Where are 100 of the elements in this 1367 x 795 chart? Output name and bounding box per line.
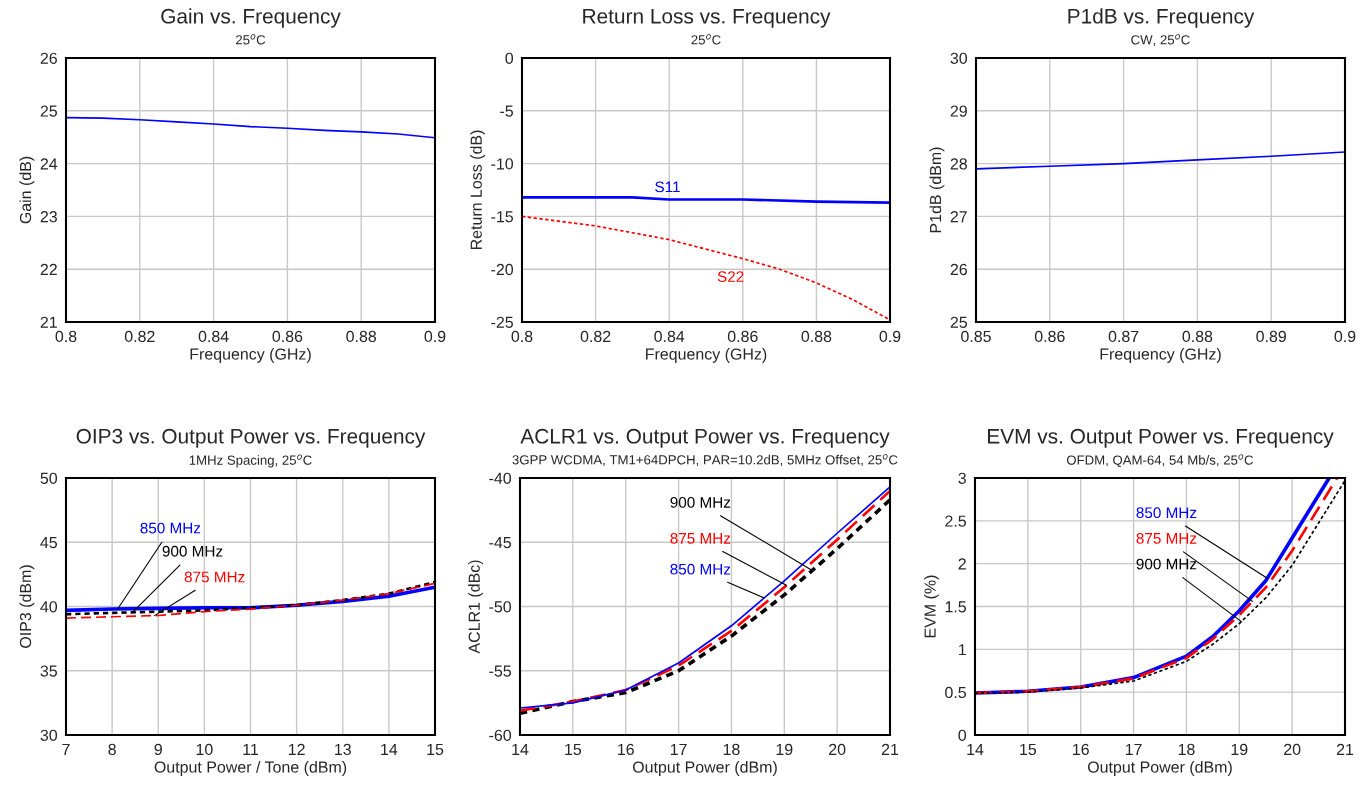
x-tick-label: 17	[1125, 743, 1142, 755]
x-tick-label: 17	[670, 743, 687, 755]
y-tick-label: -55	[489, 665, 511, 677]
y-tick-label: -25	[491, 316, 513, 328]
y-tick-label: -50	[489, 601, 512, 613]
x-tick-label: 21	[881, 743, 899, 755]
x-tick-label: 18	[723, 743, 740, 756]
x-tick-label: 0.84	[198, 330, 229, 343]
x-tick-label: 0.82	[580, 330, 611, 343]
text: 850 MHz	[670, 563, 731, 575]
chart-title: EVM vs. Output Power vs. Frequency	[988, 428, 1334, 448]
x-axis-title: Output Power (dBm)	[632, 761, 777, 776]
x-tick-label: 0.8	[55, 330, 77, 343]
chart-subtitle: 25$^{o}$C	[235, 34, 266, 45]
x-tick-label: 14	[512, 743, 529, 755]
chart-title: Return Loss vs. Frequency	[583, 9, 831, 28]
y-tick-label: 0	[958, 729, 967, 741]
chart-subtitle: 3GPP WCDMA, TM1+64DPCH, PAR=10.2dB, 5MHz Offset, 25$^{o}$C	[512, 454, 898, 467]
text: 900 MHz	[1136, 558, 1197, 570]
y-axis-title: Return Loss (dB)	[470, 130, 486, 250]
text: 850 MHz	[1136, 507, 1197, 519]
x-tick-label: 0.88	[346, 330, 377, 343]
y-tick-label: 21	[40, 316, 57, 328]
text: 875 MHz	[1136, 532, 1197, 544]
y-tick-label: 40	[40, 601, 58, 613]
x-tick-label: 0.86	[1034, 330, 1065, 343]
x-tick-label: 0.88	[801, 330, 832, 343]
x-tick-label: 0.86	[272, 330, 303, 343]
x-tick-label: 13	[335, 743, 351, 756]
chart-subtitle: 25$^{o}$C	[691, 34, 721, 45]
y-tick-label: 29	[950, 105, 967, 117]
line-series	[66, 116, 435, 139]
y-tick-label: 25	[950, 316, 967, 328]
y-tick-label: 27	[950, 211, 967, 223]
chart-subtitle: CW, 25$^{o}$C	[1131, 34, 1190, 47]
x-tick-label: 0.84	[654, 330, 685, 343]
x-tick-label: 10	[196, 743, 213, 756]
x-tick-label: 20	[1284, 743, 1301, 756]
y-tick-label: 28	[950, 158, 967, 170]
x-tick-label: 19	[1231, 743, 1248, 756]
y-tick-label: 25	[40, 105, 57, 117]
text: 875 MHz	[670, 532, 731, 544]
x-tick-label: 7	[62, 743, 70, 755]
x-tick-label: 15	[565, 743, 582, 756]
x-tick-label: 0.9	[879, 330, 901, 343]
x-tick-label: 11	[243, 743, 259, 755]
chart-title: OIP3 vs. Output Power vs. Frequency	[76, 428, 426, 448]
x-tick-label: 16	[1073, 743, 1089, 756]
y-tick-label: 0.5	[945, 686, 966, 699]
x-tick-label: 0.85	[961, 330, 991, 343]
x-tick-label: 0.86	[727, 330, 758, 343]
y-tick-label: 30	[950, 52, 968, 64]
y-tick-label: 50	[40, 472, 58, 484]
y-tick-label: 0	[505, 52, 514, 64]
x-tick-label: 20	[829, 743, 846, 756]
x-axis-title: Output Power / Tone (dBm)	[154, 761, 347, 776]
series-label: S11	[655, 181, 680, 193]
chart-title: ACLR1 vs. Output Power vs. Frequency	[520, 428, 890, 448]
x-tick-label: 18	[1178, 743, 1195, 756]
x-tick-label: 14	[967, 743, 984, 755]
x-tick-label: 0.8	[511, 330, 533, 343]
x-tick-label: 21	[1336, 743, 1354, 755]
text: 900 MHz	[162, 545, 223, 557]
y-tick-label: 26	[950, 263, 967, 276]
y-tick-label: -15	[491, 211, 513, 223]
line-series	[976, 151, 1345, 170]
x-tick-label: 0.87	[1108, 330, 1139, 343]
chart-subtitle: 1MHz Spacing, 25$^{o}$C	[189, 454, 312, 468]
y-tick-label: 2.5	[945, 515, 966, 527]
x-tick-label: 0.82	[124, 330, 155, 343]
y-tick-label: -20	[491, 263, 514, 276]
y-tick-label: -40	[489, 472, 512, 484]
x-tick-label: 0.9	[1334, 330, 1356, 343]
y-tick-label: 26	[40, 52, 57, 64]
y-tick-label: 45	[40, 537, 57, 549]
x-tick-label: 15	[427, 743, 444, 756]
y-tick-label: 23	[40, 211, 57, 223]
y-tick-label: 1.5	[945, 601, 966, 613]
x-tick-label: 16	[618, 743, 634, 756]
y-tick-label: 35	[40, 665, 57, 677]
y-tick-label: -10	[491, 158, 514, 170]
y-axis-title: OIP3 (dBm)	[19, 565, 35, 648]
y-axis-title: P1dB (dBm)	[929, 147, 945, 233]
x-tick-label: 15	[1020, 743, 1037, 756]
series-label: S22	[717, 271, 744, 283]
y-tick-label: 22	[40, 263, 57, 275]
x-tick-label: 8	[108, 743, 116, 756]
x-axis-title: Frequency (GHz)	[646, 348, 767, 363]
y-tick-label: 2	[958, 558, 966, 570]
x-axis-title: Frequency (GHz)	[190, 348, 311, 363]
chart-subtitle: OFDM, QAM-64, 54 Mb/s, 25$^{o}$C	[1066, 454, 1254, 468]
x-tick-label: 0.89	[1256, 330, 1286, 343]
y-axis-title: EVM (%)	[924, 575, 939, 638]
text: 900 MHz	[670, 496, 731, 508]
x-tick-label: 12	[288, 743, 305, 755]
y-tick-label: 30	[40, 729, 58, 741]
y-tick-label: -45	[489, 537, 511, 549]
text: 850 MHz	[140, 522, 201, 534]
x-tick-label: 14	[381, 743, 398, 755]
x-tick-label: 0.88	[1182, 330, 1213, 343]
